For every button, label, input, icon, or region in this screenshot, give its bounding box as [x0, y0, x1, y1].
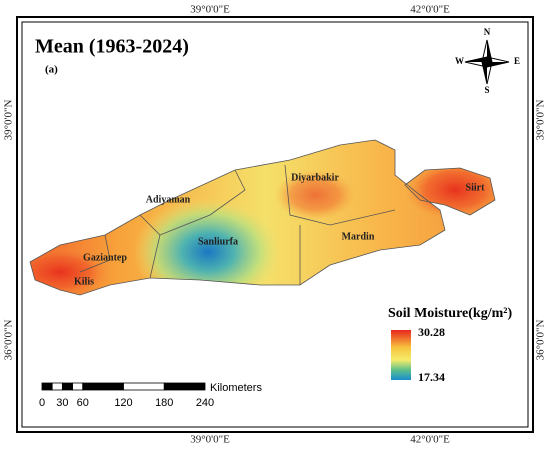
map-inner-frame — [21, 21, 529, 428]
legend-title: Soil Moisture(kg/m²) — [388, 306, 512, 321]
coord-label: 42°0'0"E — [410, 4, 450, 16]
scale-tick-label: 240 — [196, 397, 214, 409]
subtitle: (a) — [45, 64, 58, 76]
coord-label: 39°0'0"E — [190, 434, 230, 446]
scale-segment — [163, 382, 206, 391]
scale-tick-label: 120 — [114, 397, 132, 409]
coord-label: 36°0'0"N — [535, 320, 547, 361]
scale-unit: Kilometers — [210, 382, 262, 394]
place-label: Siirt — [466, 182, 486, 193]
scale-segment — [72, 382, 84, 391]
scale-tick-label: 0 — [39, 397, 45, 409]
coord-label: 39°0'0"E — [190, 4, 230, 16]
scale-tick-label: 60 — [77, 397, 89, 409]
compass-label: W — [455, 56, 464, 66]
place-label: Mardin — [342, 231, 375, 242]
compass-label: E — [514, 56, 520, 66]
scale-bar: Kilometers 0 30 60 120 180 240 — [39, 382, 263, 409]
title: Mean (1963-2024) — [35, 36, 189, 58]
scale-segment — [82, 382, 124, 391]
scale-segment — [51, 382, 63, 391]
legend-colorbar — [391, 330, 411, 380]
place-label: Sanliurfa — [198, 236, 238, 247]
place-label: Adiyaman — [146, 194, 191, 205]
compass-label: N — [484, 27, 491, 37]
place-label: Diyarbakir — [291, 172, 339, 183]
place-label: Gaziantep — [83, 252, 127, 263]
scale-segment — [61, 382, 73, 391]
coord-label: 36°0'0"N — [3, 320, 15, 361]
compass-label: S — [484, 85, 489, 95]
legend-max: 30.28 — [418, 325, 445, 339]
map-frame — [16, 16, 534, 433]
legend-min: 17.34 — [418, 370, 445, 384]
place-label: Kilis — [74, 276, 94, 287]
scale-segment — [41, 382, 53, 391]
compass-rose — [465, 40, 509, 84]
boundaries — [29, 139, 496, 296]
scale-tick-label: 30 — [56, 397, 68, 409]
scale-segment — [123, 382, 165, 391]
scale-tick-label: 180 — [155, 397, 173, 409]
compass: N S E W — [455, 27, 520, 95]
coord-label: 42°0'0"E — [410, 434, 450, 446]
coord-label: 39°0'0"N — [3, 100, 15, 141]
coord-label: 39°0'0"N — [535, 100, 547, 141]
high-zone — [275, 170, 355, 220]
